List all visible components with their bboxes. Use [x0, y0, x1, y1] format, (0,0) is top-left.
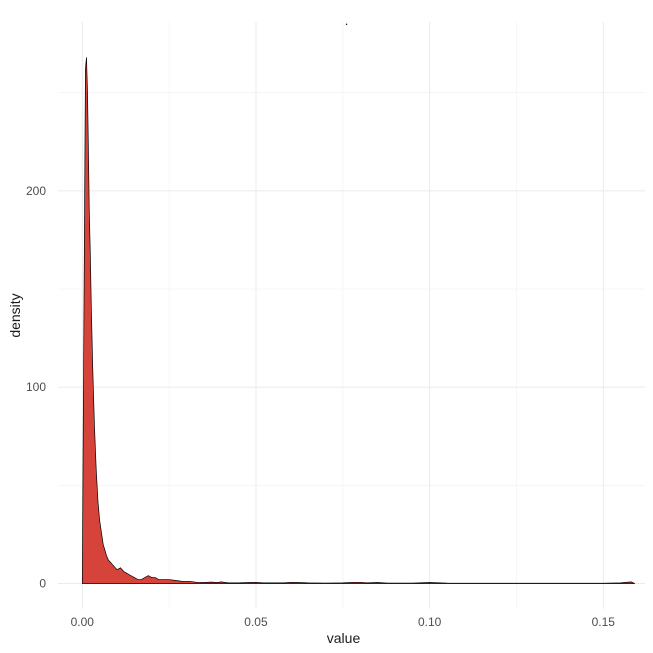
density-area: [81, 57, 635, 585]
y-tick-label: 0: [39, 576, 46, 590]
y-tick-label: 200: [26, 184, 46, 198]
tick-labels: 0.00 0.05 0.10 0.15 0 100 200: [26, 184, 615, 629]
y-axis-title: density: [7, 293, 23, 337]
y-tick-label: 100: [26, 380, 46, 394]
grid-layer: [58, 22, 645, 609]
x-axis-title: value: [327, 630, 361, 646]
x-tick-label: 0.05: [244, 615, 268, 629]
chart-title: .: [345, 13, 349, 28]
data-layer: [81, 57, 635, 585]
x-tick-label: 0.15: [592, 615, 616, 629]
x-tick-label: 0.00: [71, 615, 95, 629]
x-tick-label: 0.10: [418, 615, 442, 629]
